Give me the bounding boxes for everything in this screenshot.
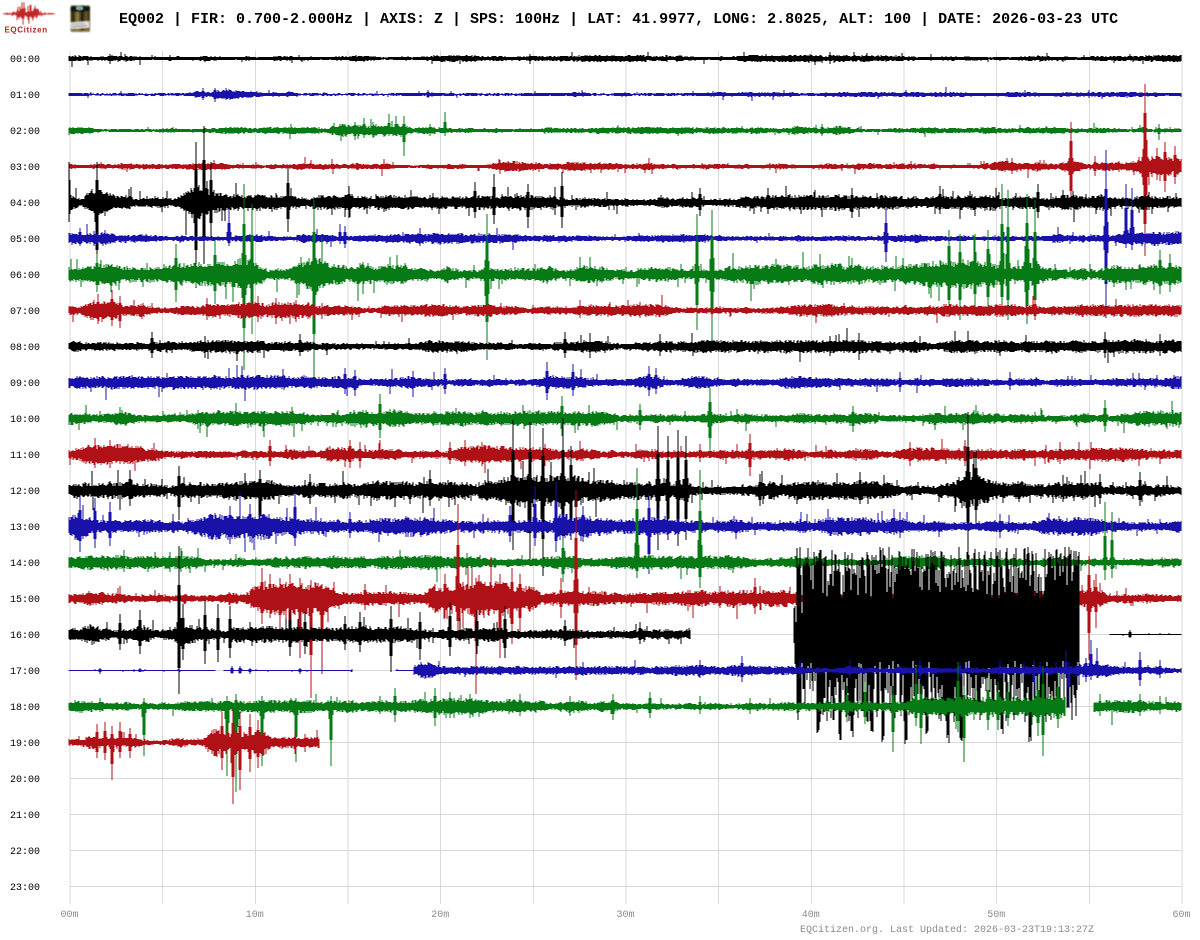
svg-text:EQCitizen: EQCitizen	[5, 25, 48, 34]
